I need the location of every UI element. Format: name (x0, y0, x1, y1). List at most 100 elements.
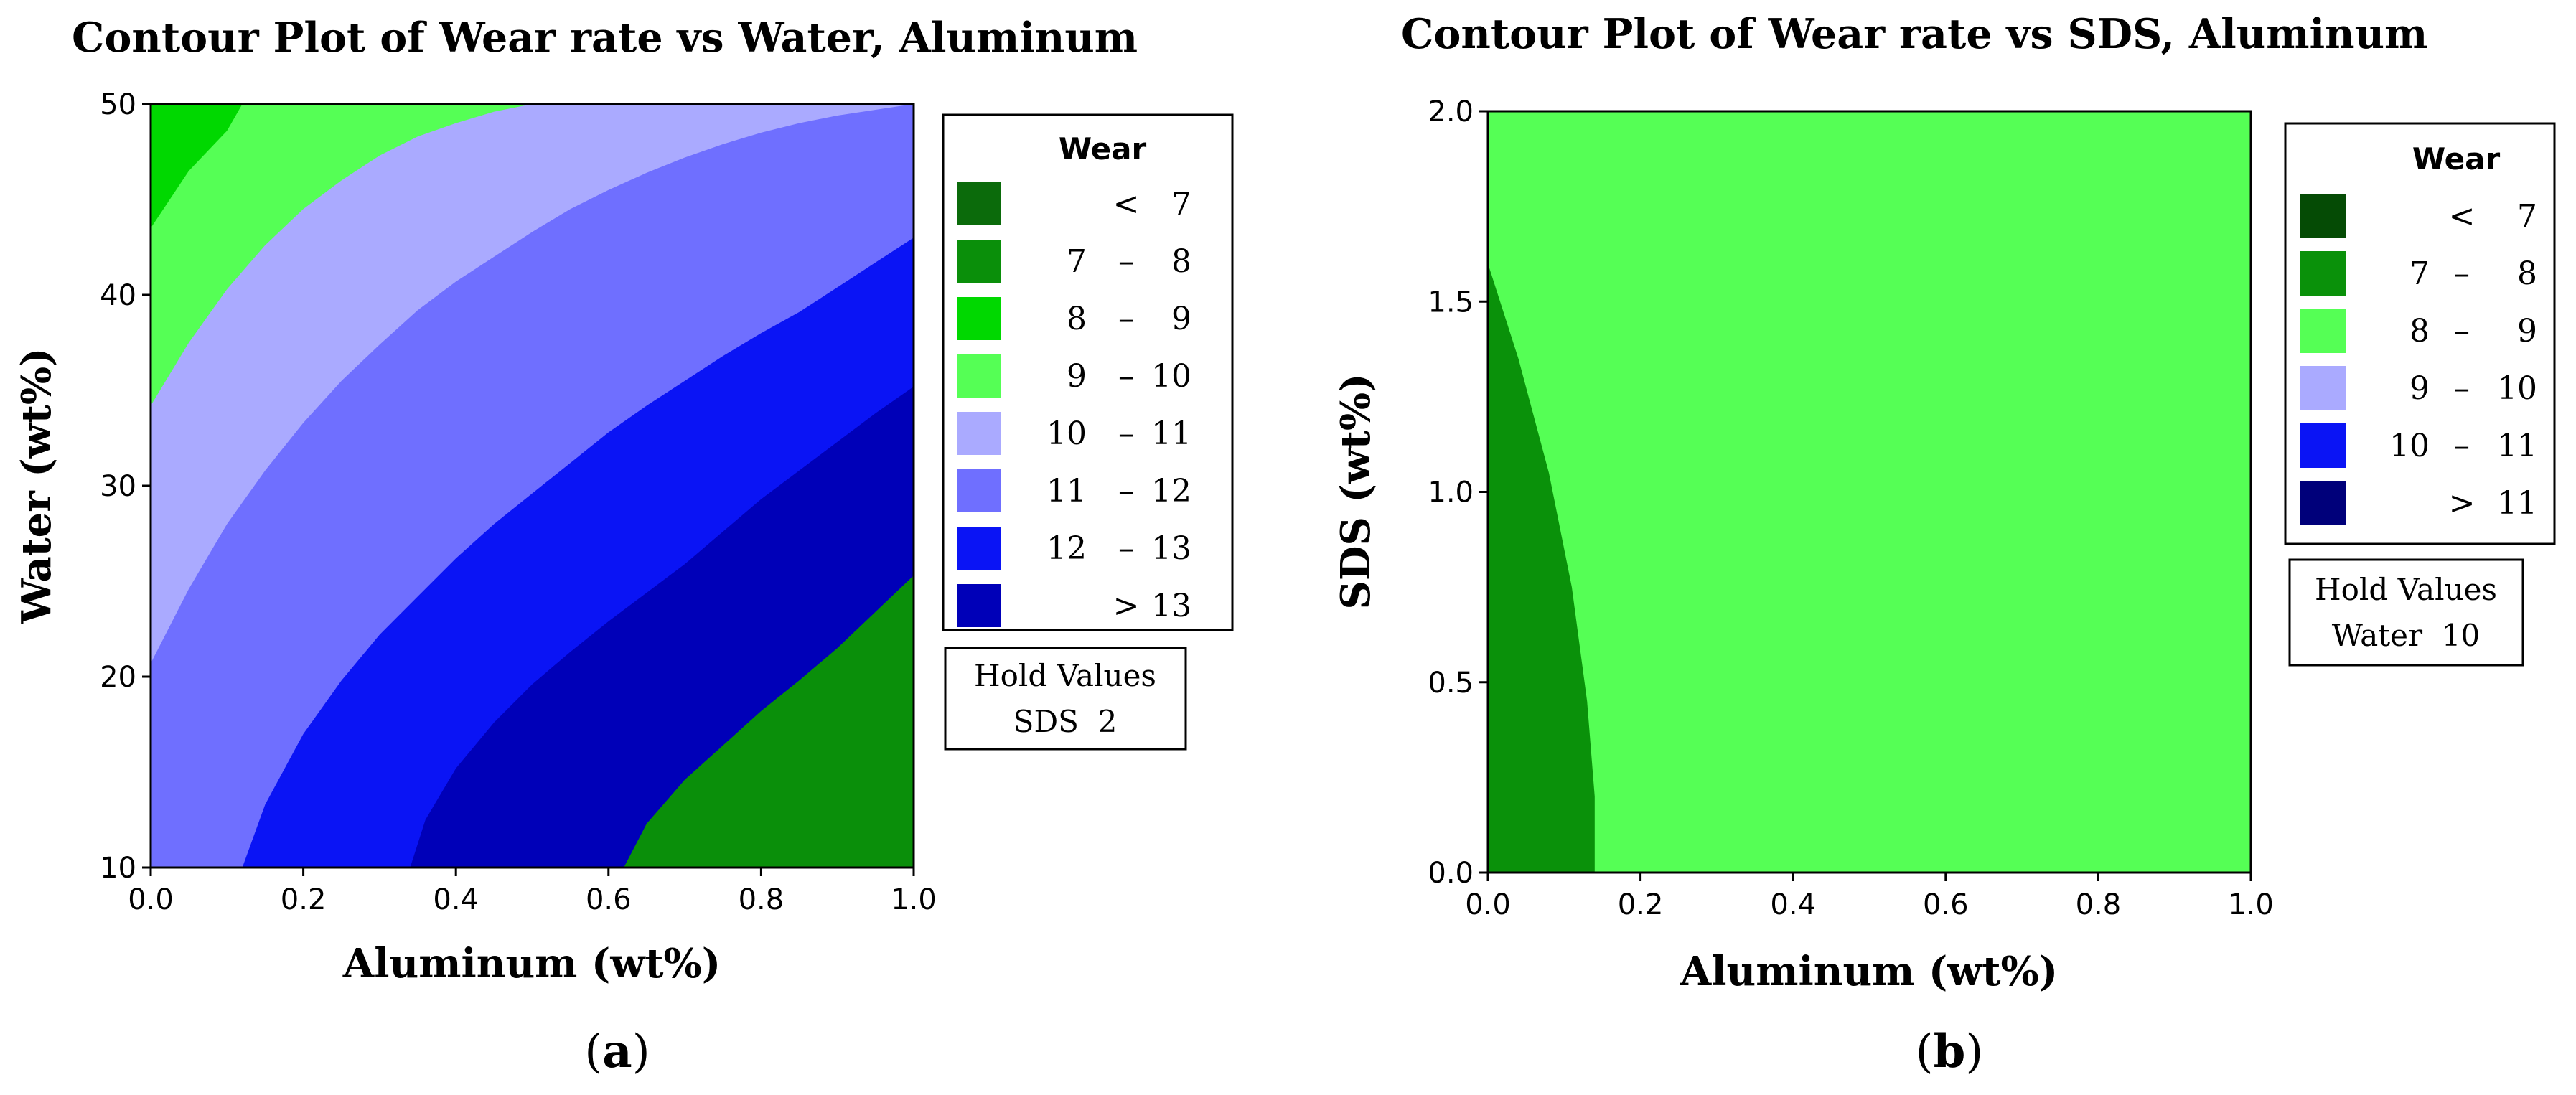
hold-values-line-b: Water 10 (2332, 618, 2481, 653)
contour-regions-b (1488, 111, 2251, 873)
legend-range-sep-a: – (1118, 301, 1134, 337)
legend-range-low-a: 11 (1046, 473, 1087, 509)
y-tick-label-a: 50 (100, 88, 136, 121)
legend-swatch-a (957, 412, 1001, 455)
contour-regions-a (151, 104, 914, 868)
legend-range-sep-a: > (1113, 588, 1140, 624)
legend-range-sep-a: < (1113, 186, 1140, 222)
legend-swatch-a (957, 469, 1001, 512)
legend-title-a: Wear (1059, 131, 1147, 166)
x-axis-label-a: Aluminum (wt%) (342, 940, 721, 987)
y-tick-label-b: 0.0 (1428, 857, 1474, 890)
panel-label-a: (a) (584, 1025, 650, 1078)
legend-range-high-b: 10 (2497, 370, 2537, 407)
legend-swatch-b (2300, 481, 2346, 525)
y-tick-label-a: 40 (100, 279, 136, 312)
y-tick-label-a: 30 (100, 470, 136, 503)
legend-range-high-b: 8 (2517, 255, 2537, 292)
legend-swatch-a (957, 527, 1001, 570)
legend-range-high-b: 9 (2517, 313, 2537, 349)
x-tick-label-b: 0.6 (1923, 888, 1969, 921)
y-tick-label-b: 1.5 (1428, 286, 1474, 319)
y-tick-label-b: 0.5 (1428, 667, 1474, 700)
legend-range-low-a: 7 (1067, 243, 1087, 280)
legend-range-high-b: 11 (2497, 428, 2537, 464)
legend-range-high-a: 13 (1151, 588, 1191, 624)
x-tick-label-a: 0.0 (128, 883, 174, 916)
legend-range-high-a: 11 (1151, 415, 1191, 452)
axis-ticks-b: 0.0 0.2 0.4 0.6 0.8 1.0 0.0 0.5 1.0 1.5 2.0 (1428, 95, 2273, 921)
legend-title-b: Wear (2412, 141, 2501, 177)
hold-values-a: Hold Values SDS 2 (944, 647, 1187, 751)
x-tick-label-a: 0.6 (586, 883, 632, 916)
x-tick-label-a: 0.8 (739, 883, 784, 916)
legend-range-sep-a: – (1118, 530, 1134, 567)
legend-range-high-a: 12 (1151, 473, 1191, 509)
legend-swatch-a (957, 297, 1001, 340)
panel-letter-b: b (1934, 1025, 1966, 1078)
legend-swatch-a (957, 240, 1001, 283)
x-tick-label-a: 1.0 (891, 883, 937, 916)
contour-plot-b: Contour Plot of Wear rate vs SDS, Alumin… (1332, 10, 2556, 1078)
hold-values-box-a (944, 647, 1187, 751)
legend-swatch-b (2300, 309, 2346, 353)
legend-range-low-a: 8 (1067, 301, 1087, 337)
legend-range-high-a: 7 (1171, 186, 1191, 222)
legend-swatch-a (957, 584, 1001, 627)
legend-range-sep-b: > (2449, 485, 2476, 522)
panel-label-b: (b) (1916, 1025, 1984, 1078)
chart-title-a: Contour Plot of Wear rate vs Water, Alum… (72, 14, 1138, 62)
legend-swatch-b (2300, 423, 2346, 468)
y-tick-label-a: 10 (100, 852, 136, 885)
legend-range-high-a: 10 (1151, 358, 1191, 395)
y-axis-label-a: Water (wt%) (13, 347, 60, 624)
legend-range-high-a: 8 (1171, 243, 1191, 280)
legend-range-high-a: 13 (1151, 530, 1191, 567)
legend-range-high-a: 9 (1171, 301, 1191, 337)
legend-swatch-b (2300, 194, 2346, 238)
legend-range-low-a: 10 (1046, 415, 1087, 452)
y-tick-label-a: 20 (100, 661, 136, 694)
chart-title-b: Contour Plot of Wear rate vs SDS, Alumin… (1401, 10, 2427, 58)
y-tick-label-b: 1.0 (1428, 476, 1474, 509)
contour-band-12-a (151, 104, 914, 406)
legend-range-low-b: 10 (2389, 428, 2430, 464)
x-tick-label-b: 0.4 (1770, 888, 1816, 921)
contour-band-11-a (151, 104, 914, 664)
x-tick-label-b: 0.8 (2076, 888, 2122, 921)
x-tick-label-a: 0.2 (281, 883, 327, 916)
legend-range-low-b: 7 (2409, 255, 2430, 292)
contour-plot-a: Contour Plot of Wear rate vs Water, Alum… (13, 14, 1234, 1078)
x-tick-label-b: 0.2 (1618, 888, 1664, 921)
legend-range-low-b: 8 (2409, 313, 2430, 349)
hold-values-title-a: Hold Values (974, 658, 1156, 693)
contour-band-11-b (1488, 111, 2251, 873)
hold-values-b: Hold Values Water 10 (2288, 558, 2524, 667)
legend-range-low-a: 12 (1046, 530, 1087, 567)
x-tick-label-b: 1.0 (2228, 888, 2274, 921)
legend-range-low-b: 9 (2409, 370, 2430, 407)
axis-ticks-a: 0.0 0.2 0.4 0.6 0.8 1.0 10 20 30 40 50 (100, 88, 937, 916)
legend-swatch-a (957, 182, 1001, 225)
legend-range-sep-b: – (2454, 255, 2470, 292)
legend-range-low-a: 9 (1067, 358, 1087, 395)
legend-range-sep-b: – (2454, 370, 2470, 407)
legend-swatch-b (2300, 251, 2346, 296)
y-axis-label-b: SDS (wt%) (1332, 373, 1380, 609)
legend-swatch-b (2300, 366, 2346, 410)
legend-range-sep-b: – (2454, 428, 2470, 464)
panel-letter-a: a (602, 1025, 632, 1078)
legend-range-high-b: 11 (2497, 485, 2537, 522)
legend-range-sep-b: < (2449, 198, 2476, 235)
contour-band-13-a (151, 104, 914, 228)
x-axis-label-b: Aluminum (wt%) (1680, 948, 2058, 995)
legend-range-sep-a: – (1118, 473, 1134, 509)
legend-range-sep-b: – (2454, 313, 2470, 349)
legend-range-sep-a: – (1118, 358, 1134, 395)
legend-range-sep-a: – (1118, 243, 1134, 280)
